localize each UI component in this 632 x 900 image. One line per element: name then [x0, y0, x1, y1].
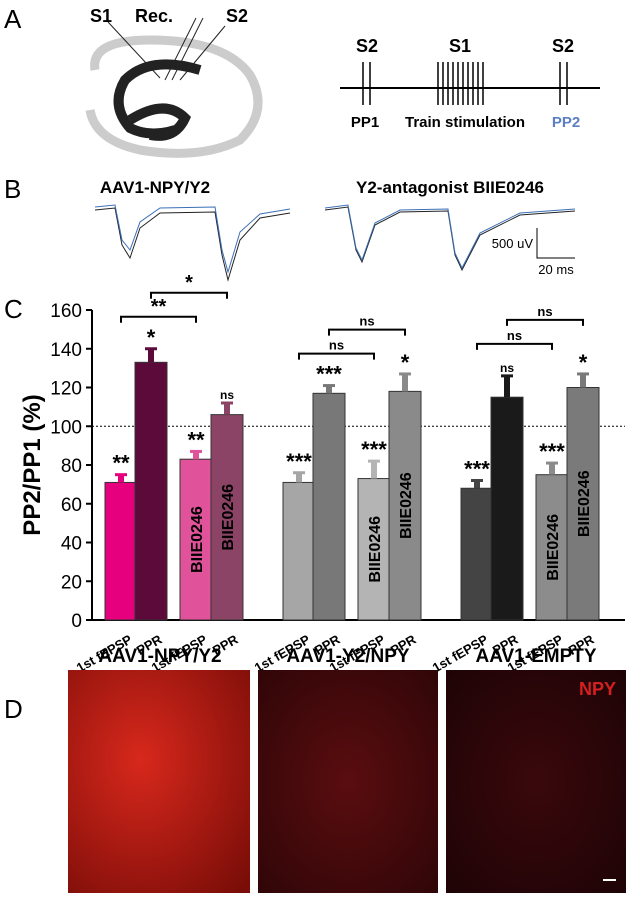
- y-tick-label: 20: [61, 572, 82, 593]
- significance: *: [579, 350, 588, 375]
- label-rec: Rec.: [135, 6, 173, 26]
- bracket-label: ns: [537, 304, 552, 319]
- significance: *: [147, 325, 156, 350]
- label-s1: S1: [90, 6, 112, 26]
- label-train: Train stimulation: [405, 114, 525, 131]
- label-s1: S1: [449, 36, 471, 56]
- bracket: [476, 342, 553, 350]
- image-title: AAV1-EMPTY: [475, 646, 596, 667]
- label-s2: S2: [552, 36, 574, 56]
- bracket-label: ns: [507, 328, 522, 343]
- image-title: AAV1-NPY/Y2: [98, 646, 221, 667]
- bar-label: BIIE0246: [189, 506, 206, 573]
- dentate-gyrus: [113, 59, 202, 139]
- bar: [104, 481, 138, 621]
- panel-label: A: [4, 4, 22, 34]
- bar: [357, 478, 391, 621]
- y-tick-label: 0: [71, 611, 82, 632]
- significance: ***: [316, 362, 342, 387]
- bracket: [298, 352, 375, 360]
- micrograph: [68, 670, 250, 893]
- bar-label: BIIE0246: [398, 472, 415, 539]
- scale-label: 500 uV: [492, 236, 534, 251]
- bracket-label: ns: [359, 314, 374, 329]
- y-axis-label: PP2/PP1 (%): [19, 394, 46, 535]
- panel-label: D: [4, 694, 23, 724]
- bracket-label: *: [185, 272, 193, 294]
- label-pp1: PP1: [351, 114, 379, 131]
- trace: [94, 207, 291, 282]
- bar-label: BIIE0246: [367, 516, 384, 583]
- panel-label: B: [4, 174, 21, 204]
- ca3: [127, 103, 191, 141]
- significance: **: [187, 427, 205, 452]
- bracket: [150, 291, 228, 299]
- panel-label: C: [4, 294, 23, 324]
- bracket: [506, 318, 584, 326]
- trace: [94, 204, 291, 274]
- y-tick-label: 80: [61, 456, 82, 477]
- image-title: AAV1-Y2/NPY: [286, 646, 410, 667]
- y-tick-label: 160: [50, 301, 82, 322]
- significance: ns: [220, 388, 234, 402]
- bracket-label: ns: [329, 338, 344, 353]
- trace-title: AAV1-NPY/Y2: [100, 178, 210, 197]
- bar-label: BIIE0246: [576, 470, 593, 537]
- electrode: [171, 17, 204, 81]
- y-tick-label: 140: [50, 340, 82, 361]
- significance: ***: [539, 439, 565, 464]
- micrograph: [258, 670, 438, 893]
- scale-bar: [536, 228, 575, 259]
- bar: [535, 474, 569, 621]
- significance: ***: [361, 437, 387, 462]
- bar: [134, 361, 168, 621]
- electrode: [164, 17, 197, 81]
- bar: [282, 481, 316, 621]
- bracket: [328, 328, 406, 336]
- bracket: [120, 315, 197, 323]
- y-tick-label: 120: [50, 379, 82, 400]
- bar-label: BIIE0246: [545, 514, 562, 581]
- label-s2: S2: [356, 36, 378, 56]
- hippocampus-outline: [85, 35, 263, 158]
- y-tick-label: 40: [61, 534, 82, 555]
- trace-title: Y2-antagonist BIIE0246: [356, 178, 544, 197]
- bar: [490, 396, 524, 621]
- micrograph: [446, 670, 626, 893]
- bar: [460, 487, 494, 621]
- trace: [324, 204, 576, 270]
- y-tick-label: 60: [61, 495, 82, 516]
- bar: [179, 458, 213, 621]
- label-pp2: PP2: [552, 114, 580, 131]
- significance: **: [112, 451, 130, 476]
- bar: [566, 387, 600, 621]
- stain-label: NPY: [579, 679, 616, 699]
- label-s2: S2: [226, 6, 248, 26]
- y-tick-label: 100: [50, 417, 82, 438]
- significance: ***: [464, 457, 490, 482]
- bracket-label: **: [151, 296, 167, 318]
- scale-label: 20 ms: [538, 262, 574, 277]
- electrode: [179, 25, 226, 81]
- bar-label: BIIE0246: [220, 484, 237, 551]
- electrode: [107, 21, 161, 79]
- stim-ticks: [362, 62, 568, 105]
- significance: ns: [500, 361, 514, 375]
- significance: *: [401, 350, 410, 375]
- significance: ***: [286, 449, 312, 474]
- bar: [312, 392, 346, 621]
- bar: [210, 414, 244, 621]
